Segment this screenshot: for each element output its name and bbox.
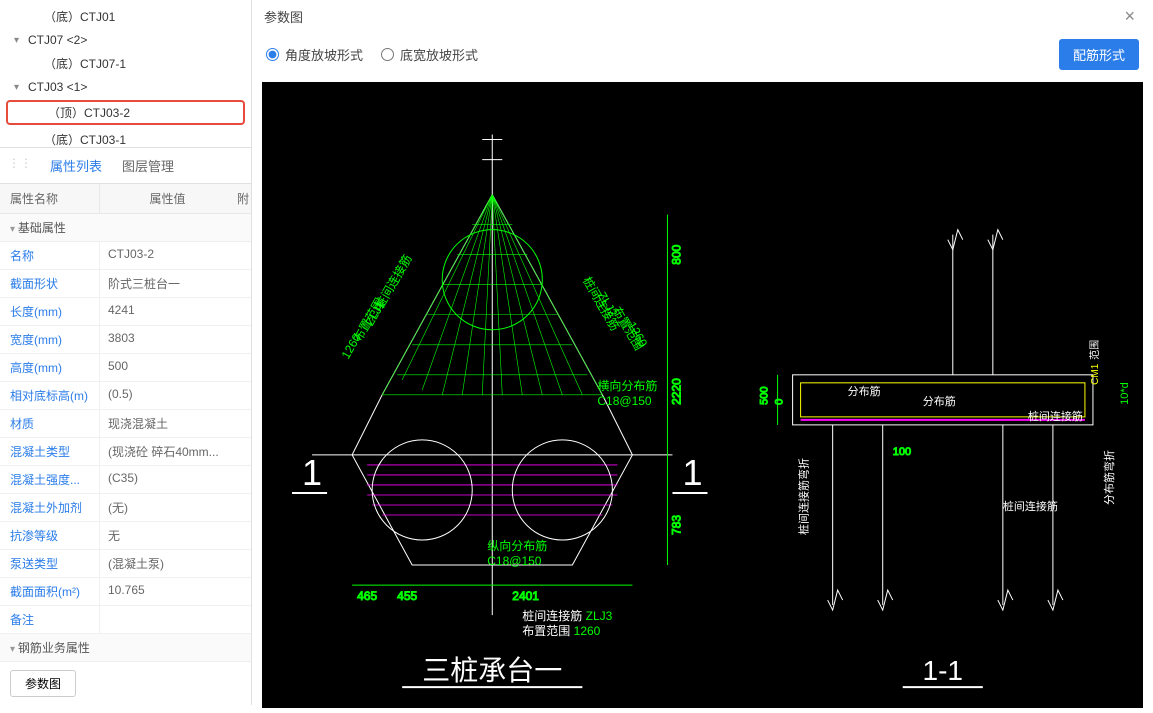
cad-drawing: 1 1 800 2220 783 465 455 2401 xyxy=(262,82,1143,708)
svg-text:纵向分布筋: 纵向分布筋 xyxy=(487,538,547,553)
property-row[interactable]: 备注 xyxy=(0,606,251,634)
svg-text:横向分布筋: 横向分布筋 xyxy=(597,378,657,393)
property-value[interactable]: (无) xyxy=(100,494,251,521)
tree-item[interactable]: （底）CTJ01 xyxy=(0,4,251,29)
property-row[interactable]: 长度(mm)4241 xyxy=(0,298,251,326)
property-key: 混凝土类型 xyxy=(0,438,100,465)
svg-text:桩间连接筋: 桩间连接筋 xyxy=(1028,409,1083,423)
property-key: 名称 xyxy=(0,242,100,269)
property-row[interactable]: 混凝土类型(现浇砼 碎石40mm... xyxy=(0,438,251,466)
property-value[interactable]: 4241 xyxy=(100,298,251,325)
component-tree[interactable]: （底）CTJ01 ▾CTJ07 <2> （底）CTJ07-1 ▾CTJ03 <1… xyxy=(0,0,251,147)
svg-text:2220: 2220 xyxy=(669,378,683,405)
property-key: 长度(mm) xyxy=(0,298,100,325)
property-key: 泵送类型 xyxy=(0,550,100,577)
property-value[interactable]: 500 xyxy=(100,354,251,381)
property-row[interactable]: 抗渗等级无 xyxy=(0,522,251,550)
property-value[interactable] xyxy=(100,606,251,633)
property-row[interactable]: 宽度(mm)3803 xyxy=(0,326,251,354)
property-row[interactable]: 截面面积(m²)10.765 xyxy=(0,578,251,606)
property-key: 抗渗等级 xyxy=(0,522,100,549)
property-row[interactable]: 高度(mm)500 xyxy=(0,354,251,382)
svg-text:CM1: CM1 xyxy=(1090,363,1101,385)
property-row[interactable]: 名称CTJ03-2 xyxy=(0,242,251,270)
tree-item[interactable]: ▾CTJ03 <1> xyxy=(0,76,251,98)
plan-title: 三桩承台一 xyxy=(422,655,562,686)
property-key: 宽度(mm) xyxy=(0,326,100,353)
panel-title: 参数图 xyxy=(264,7,303,26)
property-row[interactable]: 截面形状阶式三桩台一 xyxy=(0,270,251,298)
radio-angle-input[interactable] xyxy=(266,48,279,61)
radio-angle-slope[interactable]: 角度放坡形式 xyxy=(266,45,363,64)
property-value[interactable]: (混凝土泵) xyxy=(100,550,251,577)
svg-text:2401: 2401 xyxy=(512,589,539,603)
tab-layer-management[interactable]: 图层管理 xyxy=(118,150,178,181)
property-row[interactable]: 混凝土强度...(C35) xyxy=(0,466,251,494)
svg-text:桩间连接筋: 桩间连接筋 xyxy=(1003,499,1058,513)
svg-text:10*d: 10*d xyxy=(1119,382,1131,405)
property-row[interactable]: 混凝土外加剂(无) xyxy=(0,494,251,522)
svg-text:分布筋弯折: 分布筋弯折 xyxy=(1102,450,1116,505)
svg-text:布置范围 1260: 布置范围 1260 xyxy=(522,624,600,638)
tree-item[interactable]: （底）CTJ07-1 xyxy=(0,51,251,76)
section-mark-left: 1 xyxy=(302,452,322,493)
svg-text:分布筋: 分布筋 xyxy=(923,394,956,408)
property-value[interactable]: (0.5) xyxy=(100,382,251,409)
svg-text:桩间连接筋弯折: 桩间连接筋弯折 xyxy=(797,458,811,535)
svg-text:C18@150: C18@150 xyxy=(597,394,652,408)
property-key: 截面面积(m²) xyxy=(0,578,100,605)
property-value[interactable]: 现浇混凝土 xyxy=(100,410,251,437)
svg-text:465: 465 xyxy=(357,589,377,603)
tree-item[interactable]: ▾CTJ07 <2> xyxy=(0,29,251,51)
property-row[interactable]: 泵送类型(混凝土泵) xyxy=(0,550,251,578)
svg-text:455: 455 xyxy=(397,589,417,603)
tree-item-selected[interactable]: （顶）CTJ03-2 xyxy=(6,100,245,125)
close-icon[interactable]: × xyxy=(1118,6,1141,27)
radio-width-input[interactable] xyxy=(381,48,394,61)
property-key: 截面形状 xyxy=(0,270,100,297)
rebar-form-button[interactable]: 配筋形式 xyxy=(1059,39,1139,70)
property-key: 混凝土强度... xyxy=(0,466,100,493)
property-group-basic[interactable]: 基础属性 xyxy=(0,214,251,242)
property-row[interactable]: 相对底标高(m)(0.5) xyxy=(0,382,251,410)
section-mark-right: 1 xyxy=(682,452,702,493)
caret-icon: ▾ xyxy=(14,82,19,93)
property-value[interactable]: 3803 xyxy=(100,326,251,353)
property-key: 材质 xyxy=(0,410,100,437)
svg-text:桩间连接筋 ZLJ3: 桩间连接筋 ZLJ3 xyxy=(522,608,612,623)
property-table-header: 属性名称 属性值 附 xyxy=(0,184,251,214)
svg-text:500: 500 xyxy=(759,387,771,405)
property-key: 相对底标高(m) xyxy=(0,382,100,409)
caret-icon: ▾ xyxy=(14,35,19,46)
svg-text:C18@150: C18@150 xyxy=(487,554,542,568)
tree-item[interactable]: （底）CTJ03-1 xyxy=(0,127,251,147)
property-key: 备注 xyxy=(0,606,100,633)
property-group-rebar[interactable]: 钢筋业务属性 xyxy=(0,634,251,662)
section-title: 1-1 xyxy=(923,655,964,686)
property-key: 高度(mm) xyxy=(0,354,100,381)
property-value[interactable]: (现浇砼 碎石40mm... xyxy=(100,438,251,465)
property-value[interactable]: (C35) xyxy=(100,466,251,493)
property-row[interactable]: 材质现浇混凝土 xyxy=(0,410,251,438)
drag-handle-icon[interactable]: ⋮⋮ xyxy=(6,150,34,181)
property-tabs: ⋮⋮ 属性列表 图层管理 xyxy=(0,148,251,184)
property-key: 混凝土外加剂 xyxy=(0,494,100,521)
parameter-diagram-button[interactable]: 参数图 xyxy=(10,670,76,697)
property-value[interactable]: 阶式三桩台一 xyxy=(100,270,251,297)
property-value[interactable]: 无 xyxy=(100,522,251,549)
svg-text:783: 783 xyxy=(669,515,683,535)
tab-property-list[interactable]: 属性列表 xyxy=(46,150,106,181)
svg-text:0: 0 xyxy=(774,399,786,405)
radio-width-slope[interactable]: 底宽放坡形式 xyxy=(381,45,478,64)
svg-text:分布筋: 分布筋 xyxy=(848,384,881,398)
drawing-canvas: 1 1 800 2220 783 465 455 2401 xyxy=(262,82,1143,708)
property-value[interactable]: CTJ03-2 xyxy=(100,242,251,269)
property-value[interactable]: 10.765 xyxy=(100,578,251,605)
svg-text:100: 100 xyxy=(893,446,911,458)
svg-text:范围: 范围 xyxy=(1088,340,1101,360)
svg-text:800: 800 xyxy=(669,244,683,264)
